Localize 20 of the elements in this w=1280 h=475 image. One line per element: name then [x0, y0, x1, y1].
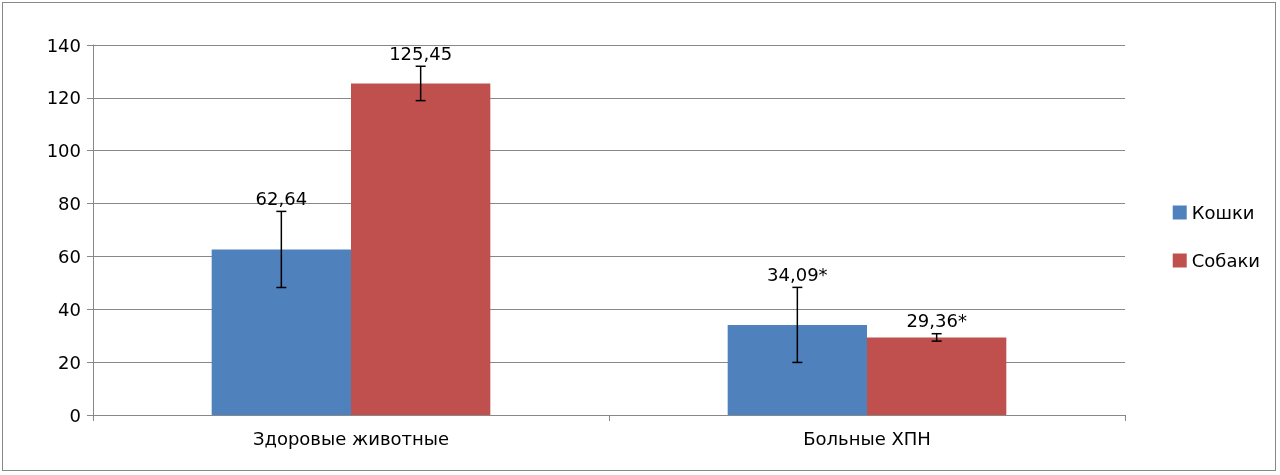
bar	[727, 324, 867, 415]
legend-label: Кошки	[1191, 202, 1255, 223]
bar	[351, 83, 491, 415]
legend-label: Собаки	[1191, 250, 1261, 271]
data-label: 62,64	[255, 187, 308, 209]
y-tick-label: 80	[58, 193, 81, 215]
data-label: 34,09*	[767, 263, 828, 285]
y-tick-label: 120	[46, 87, 81, 109]
y-tick-label: 100	[46, 140, 81, 162]
x-tick-label: Больные ХПН	[803, 427, 931, 449]
y-tick-label: 0	[69, 404, 81, 426]
bar	[867, 337, 1007, 415]
data-label: 29,36*	[906, 310, 967, 332]
y-tick-label: 40	[58, 298, 81, 320]
y-tick-label: 60	[58, 245, 81, 267]
data-label: 125,45	[389, 42, 453, 64]
y-tick-label: 20	[58, 351, 81, 373]
y-tick-label: 140	[46, 34, 81, 56]
x-tick-label: Здоровые животные	[252, 427, 450, 449]
bar	[211, 249, 351, 415]
